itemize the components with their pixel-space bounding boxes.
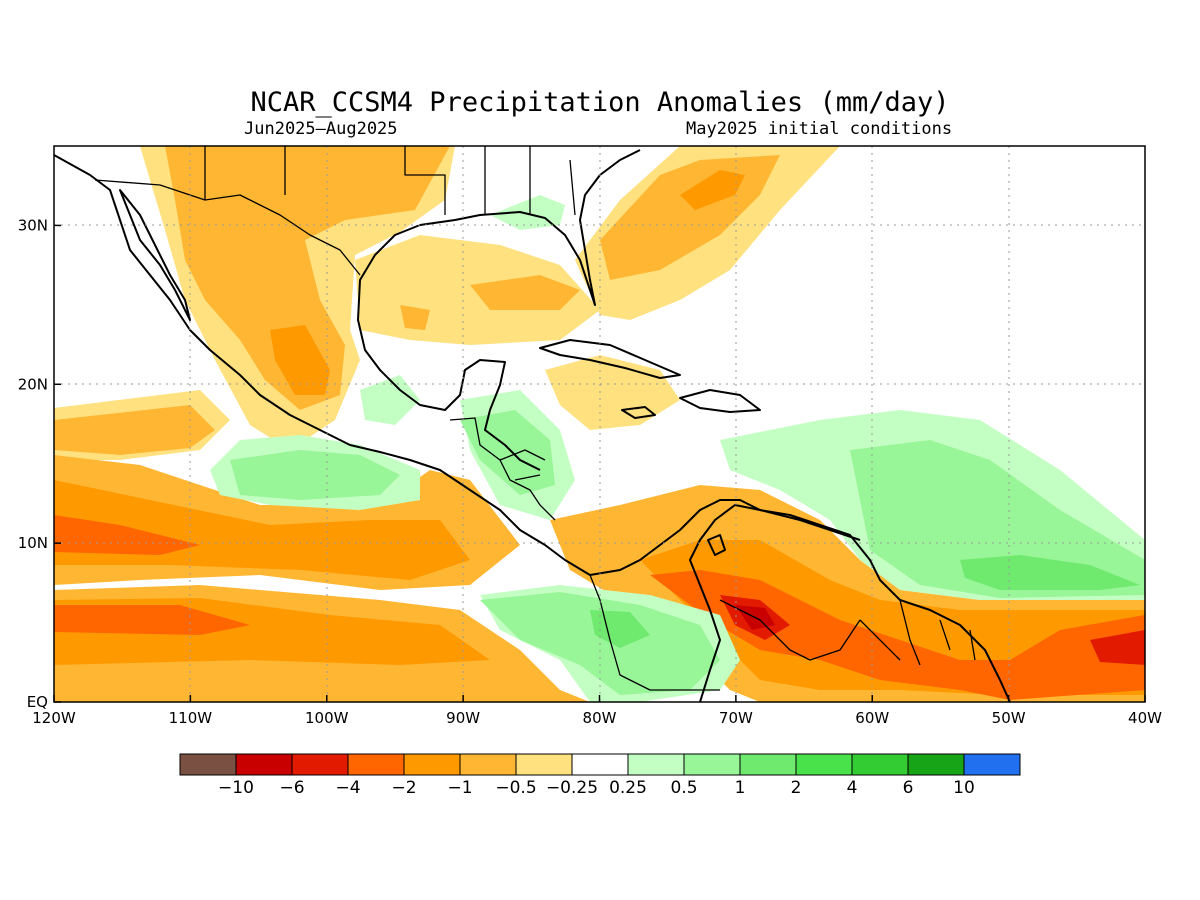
wet-region-central-america-core (230, 410, 555, 500)
colorbar: −10 −6 −4 −2 −1 −0.5 −0.25 0.25 0.5 1 2 4 6 10 (179, 753, 1021, 798)
colorbar-swatch (347, 753, 405, 776)
colorbar-label: −10 (218, 778, 254, 798)
colorbar-swatch (851, 753, 909, 776)
coast-florida (454, 149, 641, 306)
border-us-states (204, 146, 576, 216)
x-axis: 120W 110W 100W 90W 80W 70W 60W 50W 40W (32, 695, 1162, 727)
dry-band-pacific-north-core (54, 405, 215, 455)
colorbar-label: −6 (279, 778, 304, 798)
initial-conditions-label: May2025 initial conditions (686, 119, 952, 139)
coast-jamaica (621, 406, 656, 419)
x-tick-label: 60W (855, 709, 889, 727)
wet-region-gulf (490, 195, 565, 230)
colorbar-swatch (515, 753, 573, 776)
forecast-period: Jun2025–Aug2025 (244, 119, 398, 139)
y-tick-label: 10N (18, 534, 48, 552)
colorbar-label: −4 (335, 778, 360, 798)
y-tick-label: EQ (27, 693, 48, 711)
border-central-america (449, 417, 556, 521)
wet-region-atlantic-strong (960, 555, 1140, 590)
dry-region-mexico-core (165, 146, 450, 410)
colorbar-label: 2 (791, 778, 802, 798)
colorbar-swatch (179, 753, 237, 776)
dry-region-mexico-strong (270, 325, 330, 395)
y-tick-label: 20N (18, 375, 48, 393)
coast-north-america-pacific (54, 154, 861, 576)
coast-south-america (689, 504, 1011, 702)
colorbar-label: −0.5 (495, 778, 536, 798)
border-us-mexico (94, 179, 361, 276)
dry-band-pacific-mid-core (54, 480, 470, 580)
plot-area (54, 146, 1145, 702)
colorbar-label: −1 (447, 778, 472, 798)
colorbar-label: 10 (953, 778, 975, 798)
coast-hispaniola (679, 389, 761, 413)
colorbar-swatch (459, 753, 517, 776)
dry-region-gulf-core (400, 275, 580, 330)
coast-cuba (539, 339, 681, 379)
map-title: NCAR_CCSM4 Precipitation Anomalies (mm/d… (251, 87, 950, 118)
colorbar-label: 0.5 (670, 778, 697, 798)
x-tick-label: 50W (992, 709, 1026, 727)
anomaly-shading (54, 146, 1145, 702)
colorbar-swatch (739, 753, 797, 776)
coast-gulf-of-mexico (357, 219, 541, 471)
x-tick-label: 80W (583, 709, 617, 727)
x-tick-label: 70W (719, 709, 753, 727)
colorbar-label: 0.25 (609, 778, 647, 798)
colorbar-swatch (627, 753, 685, 776)
wet-region-atlantic-core (850, 440, 1145, 598)
dry-band-pacific-mid-strong (54, 515, 200, 555)
y-axis: EQ 10N 20N 30N (18, 216, 61, 711)
colorbar-swatch (403, 753, 461, 776)
x-tick-label: 110W (169, 709, 213, 727)
coast-baja-california (119, 189, 191, 321)
x-tick-label: 90W (446, 709, 480, 727)
colorbar-label: 4 (847, 778, 858, 798)
colorbar-swatch (683, 753, 741, 776)
colorbar-swatch (963, 753, 1021, 776)
y-tick-label: 30N (18, 216, 48, 234)
colorbar-label: 1 (735, 778, 746, 798)
coastlines (54, 149, 1011, 702)
dry-region-atlantic-strong (680, 170, 745, 210)
dry-region-south-america-severe (720, 595, 1145, 665)
colorbar-swatch (235, 753, 293, 776)
colorbar-swatch (571, 753, 629, 776)
x-tick-label: 40W (1128, 709, 1162, 727)
dry-region-south-america-strong (650, 570, 1145, 700)
colorbar-label: −2 (391, 778, 416, 798)
political-borders (94, 146, 976, 691)
x-tick-label: 100W (305, 709, 349, 727)
dry-band-pacific-south-strong (54, 605, 250, 635)
colorbar-swatch (795, 753, 853, 776)
colorbar-swatch (291, 753, 349, 776)
colorbar-label: 6 (903, 778, 914, 798)
coast-lake-maracaibo (707, 534, 726, 556)
x-tick-label: 120W (32, 709, 76, 727)
border-south-america (589, 574, 976, 691)
colorbar-swatch (907, 753, 965, 776)
graticule (54, 146, 1145, 702)
colorbar-label: −0.25 (546, 778, 598, 798)
